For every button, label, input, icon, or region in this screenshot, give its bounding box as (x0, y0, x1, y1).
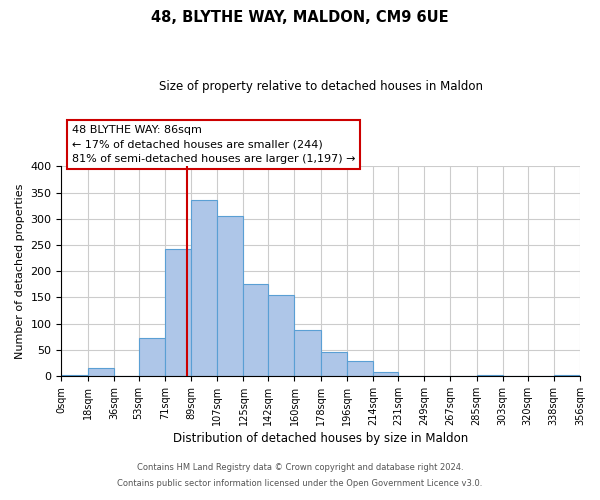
Y-axis label: Number of detached properties: Number of detached properties (15, 184, 25, 359)
Bar (347, 362, 373, 376)
Bar (88, 368, 114, 376)
Bar (191, 200, 217, 376)
Bar (321, 352, 347, 376)
Bar (554, 375, 580, 376)
Bar (165, 249, 191, 376)
Bar (61, 375, 88, 376)
Text: 48, BLYTHE WAY, MALDON, CM9 6UE: 48, BLYTHE WAY, MALDON, CM9 6UE (151, 10, 449, 25)
Text: 48 BLYTHE WAY: 86sqm
← 17% of detached houses are smaller (244)
81% of semi-deta: 48 BLYTHE WAY: 86sqm ← 17% of detached h… (72, 124, 355, 164)
X-axis label: Distribution of detached houses by size in Maldon: Distribution of detached houses by size … (173, 432, 469, 445)
Bar (476, 375, 503, 376)
Bar (244, 284, 268, 376)
Bar (295, 330, 321, 376)
Bar (139, 338, 165, 376)
Bar (217, 216, 244, 376)
Bar (373, 372, 398, 376)
Text: Contains public sector information licensed under the Open Government Licence v3: Contains public sector information licen… (118, 478, 482, 488)
Title: Size of property relative to detached houses in Maldon: Size of property relative to detached ho… (159, 80, 483, 93)
Text: Contains HM Land Registry data © Crown copyright and database right 2024.: Contains HM Land Registry data © Crown c… (137, 464, 463, 472)
Bar (268, 295, 295, 376)
